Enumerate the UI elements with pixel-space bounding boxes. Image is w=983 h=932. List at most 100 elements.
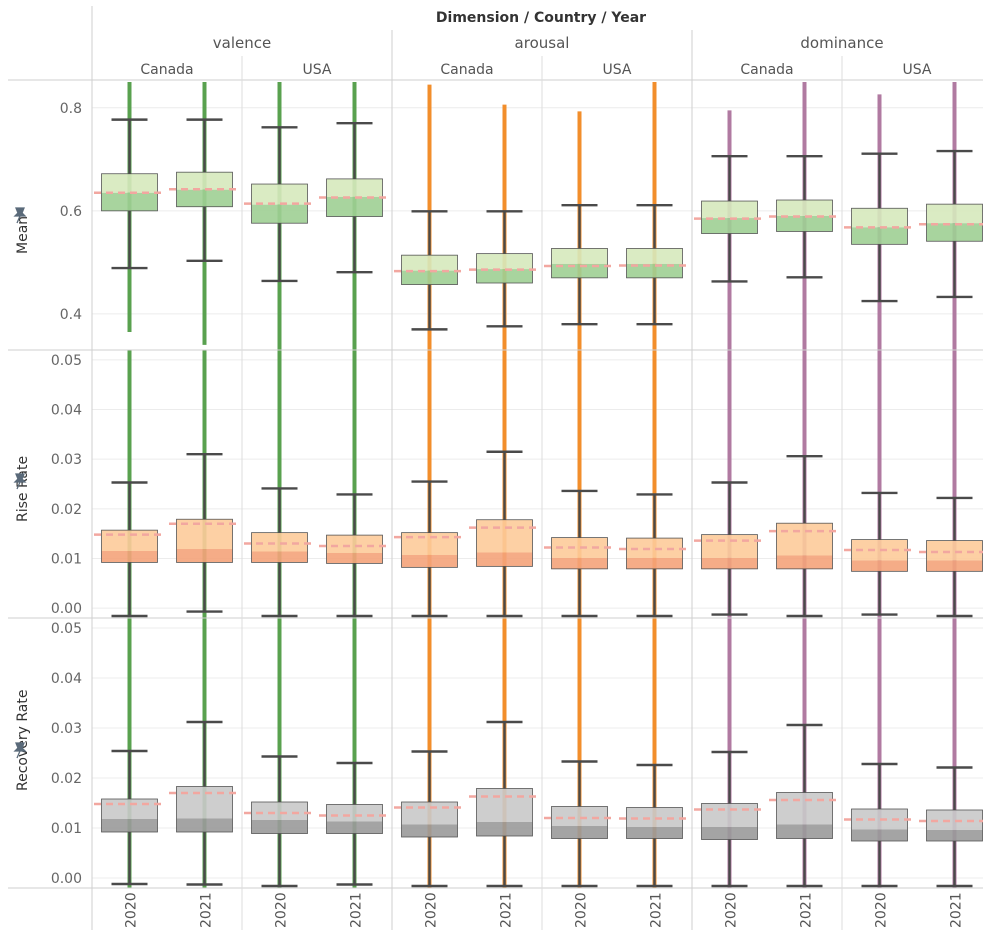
box-upper — [926, 204, 983, 224]
box-lower — [401, 270, 458, 285]
box-lower — [701, 827, 758, 840]
box-mark — [94, 350, 165, 618]
y-tick-label: 0.4 — [60, 307, 82, 323]
box-lower — [626, 557, 683, 569]
box-mark — [244, 350, 315, 618]
header-title: Dimension / Country / Year — [436, 10, 646, 26]
box-upper — [476, 788, 533, 822]
year-label: 2021 — [199, 892, 215, 928]
y-tick-label: 0.6 — [60, 204, 82, 220]
box-mark — [619, 82, 690, 350]
box-upper — [251, 802, 308, 820]
box-mark — [394, 350, 465, 618]
box-lower — [626, 263, 683, 278]
country-label: USA — [303, 62, 332, 78]
box-lower — [926, 223, 983, 242]
box-lower — [326, 196, 383, 217]
box-lower — [776, 824, 833, 839]
box-lower — [551, 826, 608, 839]
y-tick-label: 0.03 — [51, 452, 82, 468]
box-upper — [626, 807, 683, 827]
box-mark — [244, 82, 315, 350]
year-label: 2020 — [574, 892, 590, 928]
box-lower — [176, 189, 233, 207]
y-tick-label: 0.00 — [51, 871, 82, 887]
gridlines — [92, 107, 983, 879]
box-upper — [326, 804, 383, 822]
box-mark — [919, 82, 983, 350]
box-upper — [551, 806, 608, 826]
box-mark — [919, 618, 983, 888]
dimension-label: valence — [213, 34, 271, 52]
box-mark — [694, 618, 765, 888]
box-upper — [101, 530, 158, 551]
country-label: Canada — [140, 62, 193, 78]
box-upper — [701, 201, 758, 219]
box-lower — [176, 818, 233, 832]
box-upper — [626, 248, 683, 264]
box-lower — [251, 820, 308, 834]
box-mark — [919, 350, 983, 618]
row-label: Mean — [15, 216, 31, 254]
pin-icon — [13, 207, 27, 224]
panel-frame — [8, 6, 983, 930]
y-tick-label: 0.02 — [51, 502, 82, 518]
country-label: Canada — [440, 62, 493, 78]
box-mark — [469, 350, 540, 618]
box-upper — [551, 537, 608, 558]
box-lower — [476, 269, 533, 283]
year-label: 2020 — [874, 892, 890, 928]
y-tick-label: 0.02 — [51, 771, 82, 787]
box-lower — [851, 829, 908, 841]
box-mark — [319, 82, 390, 350]
box-mark — [94, 618, 165, 888]
box-upper — [551, 248, 608, 264]
box-lower — [926, 830, 983, 841]
country-label: Canada — [740, 62, 793, 78]
column-headers: Dimension / Country / Year valence Canada… — [140, 10, 932, 78]
box-upper — [926, 540, 983, 561]
box-lower — [476, 552, 533, 567]
y-tick-label: 0.05 — [51, 621, 82, 637]
box-lower — [251, 551, 308, 563]
y-tick-label: 0.04 — [51, 403, 82, 419]
box-lower — [101, 819, 158, 832]
box-mark — [319, 350, 390, 618]
box-upper — [851, 809, 908, 830]
year-label: 2021 — [799, 892, 815, 928]
box-upper — [476, 519, 533, 553]
box-upper — [401, 255, 458, 271]
box-upper — [401, 802, 458, 825]
box-upper — [776, 792, 833, 825]
box-mark — [769, 350, 840, 618]
box-lower — [551, 557, 608, 569]
box-lower — [176, 549, 233, 563]
box-mark — [319, 618, 390, 888]
box-mark — [169, 350, 240, 618]
box-upper — [851, 208, 908, 228]
row-label: Rise Rate — [15, 456, 31, 522]
year-label: 2021 — [499, 892, 515, 928]
box-lower — [851, 227, 908, 245]
box-upper — [176, 172, 233, 190]
box-mark — [394, 618, 465, 888]
year-label: 2021 — [349, 892, 365, 928]
box-mark — [544, 111, 615, 350]
box-lower — [401, 554, 458, 568]
box-upper — [251, 532, 308, 552]
box-mark — [844, 350, 915, 618]
year-label: 2020 — [124, 892, 140, 928]
dimension-label: dominance — [800, 34, 883, 52]
box-mark — [469, 618, 540, 888]
box-mark — [694, 110, 765, 350]
row-axes: 0.4 0.6 0.8 Mean 0.00 0.01 0.02 0.03 0.04 0.05 Ris… — [13, 101, 965, 928]
box-lower — [776, 555, 833, 569]
y-tick-label: 0.05 — [51, 353, 82, 369]
country-label: USA — [603, 62, 632, 78]
box-lower — [851, 560, 908, 572]
box-lower — [326, 552, 383, 564]
year-label: 2020 — [274, 892, 290, 928]
box-lower — [251, 204, 308, 224]
box-upper — [101, 173, 158, 193]
y-tick-label: 0.01 — [51, 551, 82, 567]
